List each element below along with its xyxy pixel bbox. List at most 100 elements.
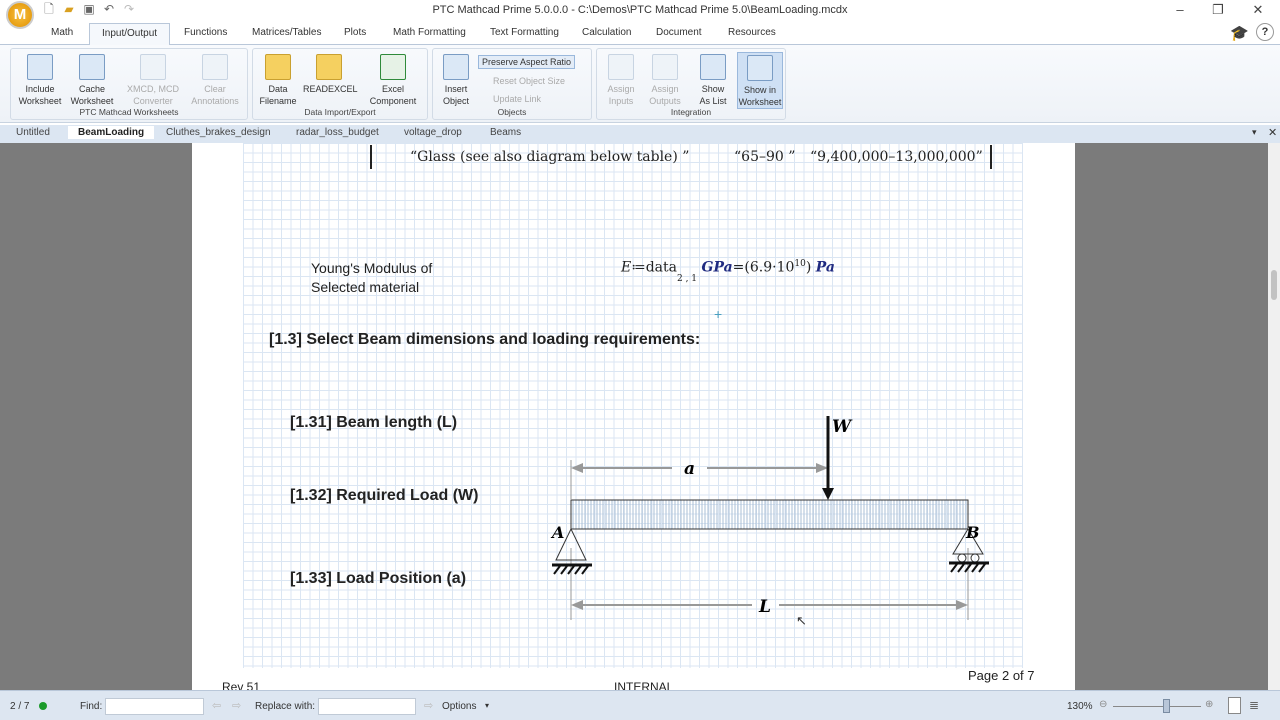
doc-tab-cluthes-brakes-design[interactable]: Cluthes_brakes_design — [166, 127, 271, 138]
options-dropdown[interactable]: Options — [442, 701, 477, 712]
include-worksheet-button[interactable]: Include Worksheet — [15, 52, 65, 107]
include-worksheet-icon — [27, 54, 53, 80]
tab-list-dropdown[interactable]: ▾ — [1252, 127, 1257, 137]
zoom-slider-thumb[interactable] — [1162, 699, 1170, 713]
youngs-modulus-equation[interactable]: E≔data2 , 1 GPa=(6.9·1010) Pa — [621, 259, 836, 285]
replace-input[interactable] — [318, 698, 416, 715]
group-label: Objects — [497, 107, 527, 117]
chevron-down-icon: ▾ — [485, 701, 490, 710]
draft-view-icon[interactable]: ≣ — [1249, 698, 1260, 712]
assign-outputs-button[interactable]: Assign Outputs — [643, 52, 687, 107]
cache-worksheet-button[interactable]: Cache Worksheet — [67, 52, 117, 107]
find-previous-icon[interactable]: ⇦ — [212, 700, 222, 712]
tab-text-formatting[interactable]: Text Formatting — [490, 27, 559, 38]
new-icon[interactable]: 🗋 — [44, 2, 54, 16]
insert-object-button[interactable]: Insert Object — [436, 52, 476, 107]
load-label: W — [832, 417, 853, 437]
doc-tab-beams[interactable]: Beams — [490, 127, 522, 138]
tab-document[interactable]: Document — [656, 27, 702, 38]
ribbon-tabs: Math Input/Output Functions Matrices/Tab… — [0, 22, 1280, 46]
show-as-list-button[interactable]: Show As List — [693, 52, 733, 107]
clear-annotations-button[interactable]: Clear Annotations — [185, 52, 245, 107]
footer-classification: INTERNAL — [614, 680, 674, 690]
app-logo[interactable]: M — [6, 1, 34, 29]
tab-calculation[interactable]: Calculation — [582, 27, 632, 38]
zoom-out-icon[interactable]: ⊖ — [1099, 699, 1108, 710]
roller — [970, 553, 980, 563]
assign-outputs-icon — [652, 54, 678, 80]
length-label: L — [758, 597, 771, 617]
doc-tab-beamloading[interactable]: BeamLoading — [68, 126, 155, 139]
reset-object-size-button[interactable]: Reset Object Size — [493, 76, 566, 86]
table-cell: “9,400,000–13,000,000” — [810, 149, 983, 165]
data-table-matrix[interactable]: “Glass (see also diagram below table) ” … — [370, 145, 992, 169]
insertion-cursor: + — [714, 306, 723, 322]
doc-tab-voltage-drop[interactable]: voltage_drop — [404, 127, 462, 138]
find-input[interactable] — [105, 698, 204, 715]
section-heading[interactable]: [1.3] Select Beam dimensions and loading… — [269, 331, 701, 348]
worksheet-area: “Glass (see also diagram below table) ” … — [0, 143, 1268, 690]
beam-length-label[interactable]: [1.31] Beam length (L) — [290, 414, 458, 431]
page-view-icon[interactable] — [1228, 697, 1241, 714]
vertical-scrollbar[interactable] — [1268, 143, 1280, 690]
undo-icon[interactable]: ↶ — [103, 2, 115, 16]
zoom-slider[interactable] — [1113, 706, 1201, 707]
arrowhead — [816, 463, 828, 473]
folder-icon — [265, 54, 291, 80]
footer-revision: Rev 51 — [222, 680, 261, 690]
youngs-modulus-label[interactable]: Young's Modulus of Selected material — [311, 260, 433, 295]
group-label: Data Import/Export — [304, 107, 376, 117]
help-icon[interactable]: ? — [1256, 23, 1274, 41]
table-cell: “Glass (see also diagram below table) ” — [410, 149, 690, 165]
worksheet-page: “Glass (see also diagram below table) ” … — [192, 143, 1075, 690]
ribbon: Include Worksheet Cache Worksheet XMCD, MC… — [0, 45, 1280, 123]
tab-resources[interactable]: Resources — [728, 27, 776, 38]
close-button[interactable]: ✕ — [1252, 2, 1264, 17]
readexcel-icon — [316, 54, 342, 80]
required-load-label[interactable]: [1.32] Required Load (W) — [290, 487, 479, 504]
zoom-in-icon[interactable]: ⊕ — [1205, 699, 1214, 710]
update-link-button[interactable]: Update Link — [493, 94, 542, 104]
tab-plots[interactable]: Plots — [344, 27, 367, 38]
beam — [570, 499, 969, 530]
tab-functions[interactable]: Functions — [184, 27, 228, 38]
preserve-aspect-ratio-toggle[interactable]: Preserve Aspect Ratio — [478, 55, 576, 69]
scrollbar-thumb[interactable] — [1271, 270, 1277, 300]
page-number: Page 2 of 7 — [968, 668, 1035, 683]
tab-math[interactable]: Math — [51, 27, 74, 38]
readexcel-button[interactable]: READEXCEL — [303, 52, 358, 95]
close-document-button[interactable]: ✕ — [1268, 127, 1278, 139]
arrowhead — [571, 463, 583, 473]
worksheet-grid[interactable] — [243, 143, 1023, 668]
minimize-button[interactable]: – — [1176, 2, 1184, 17]
excel-component-button[interactable]: Excel Component — [361, 52, 425, 107]
redo-icon[interactable]: ↷ — [123, 2, 135, 16]
data-filename-button[interactable]: Data Filename — [257, 52, 299, 107]
assign-inputs-icon — [608, 54, 634, 80]
tab-matrices-tables[interactable]: Matrices/Tables — [252, 27, 322, 38]
tab-math-formatting[interactable]: Math Formatting — [393, 27, 466, 38]
assign-inputs-button[interactable]: Assign Inputs — [599, 52, 643, 107]
doc-tab-radar-loss-budget[interactable]: radar_loss_budget — [296, 127, 379, 138]
restore-button[interactable]: ❐ — [1212, 2, 1224, 17]
excel-icon — [380, 54, 406, 80]
open-icon[interactable]: ▰ — [64, 2, 74, 16]
group-worksheets: Include Worksheet Cache Worksheet XMCD, MC… — [10, 48, 248, 120]
find-next-icon[interactable]: ⇨ — [232, 700, 242, 712]
pin-support — [555, 527, 587, 561]
group-integration: Assign Inputs Assign Outputs Show As List S… — [596, 48, 786, 120]
beam-diagram[interactable]: a W A B L — [542, 408, 1002, 628]
replace-icon[interactable]: ⇨ — [424, 700, 434, 712]
learning-icon[interactable]: 🎓 — [1230, 25, 1249, 42]
tab-input-output[interactable]: Input/Output — [89, 23, 171, 46]
table-cell: “65–90 ” — [734, 149, 796, 165]
converter-button[interactable]: XMCD, MCD Converter — [123, 52, 183, 107]
load-position-label[interactable]: [1.33] Load Position (a) — [290, 570, 467, 587]
zoom-level: 130% — [1067, 701, 1093, 712]
roller — [957, 553, 967, 563]
group-label: PTC Mathcad Worksheets — [79, 107, 179, 117]
list-icon — [700, 54, 726, 80]
save-icon[interactable]: ▣ — [83, 2, 95, 16]
show-in-worksheet-button[interactable]: Show in Worksheet — [737, 52, 783, 109]
doc-tab-untitled[interactable]: Untitled — [16, 127, 50, 138]
